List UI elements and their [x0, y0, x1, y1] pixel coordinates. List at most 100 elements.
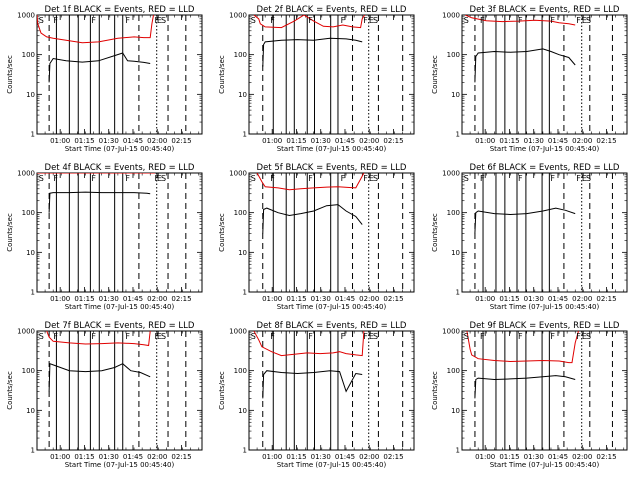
x-tick-label: 02:00 [572, 295, 592, 303]
marker-label: S [586, 332, 591, 341]
x-tick-label: 01:15 [499, 295, 519, 303]
marker-label: F [550, 174, 555, 183]
x-axis-label: Start Time (07-Jul-15 00:45:40) [65, 461, 175, 469]
marker-label: F [576, 174, 581, 183]
x-tick-label: 02:00 [147, 295, 167, 303]
marker-label: F [270, 332, 275, 341]
x-tick-label: 02:00 [147, 453, 167, 461]
marker-label: E [157, 16, 162, 25]
x-tick-label: 01:00 [50, 137, 70, 145]
y-tick-label: 100 [447, 367, 460, 375]
x-tick-label: 01:45 [123, 453, 143, 461]
x-axis-label: Start Time (07-Jul-15 00:45:40) [277, 303, 387, 311]
y-tick-label: 10 [451, 249, 460, 257]
marker-label: S [251, 16, 256, 25]
series-line-lld [253, 15, 366, 29]
x-axis-label: Start Time (07-Jul-15 00:45:40) [277, 461, 387, 469]
x-tick-label: 01:30 [524, 295, 544, 303]
x-tick-label: 02:00 [359, 137, 379, 145]
marker-label: S [373, 16, 378, 25]
plot-frame [36, 172, 203, 293]
plot-frame [248, 14, 415, 135]
x-tick-label: 01:45 [335, 295, 355, 303]
panel-title: Det 1f BLACK = Events, RED = LLD [45, 5, 195, 15]
series-line-events [48, 52, 151, 83]
x-tick-label: 01:00 [475, 295, 495, 303]
y-axis-label: Counts/sec [431, 55, 439, 94]
panel-4: Det 4f BLACK = Events, RED = LLD 1 10 100 10… [6, 163, 203, 311]
series-line-lld [46, 331, 151, 347]
marker-label: E [369, 174, 374, 183]
plot-frame [461, 172, 628, 293]
series-line-lld [37, 15, 154, 44]
marker-label: F [154, 174, 159, 183]
marker-label: E [582, 332, 587, 341]
marker-label: F [91, 16, 96, 25]
marker-label: E [157, 174, 162, 183]
panel-7: Det 7f BLACK = Events, RED = LLD 1 10 100 10… [6, 321, 203, 469]
panel-1: Det 1f BLACK = Events, RED = LLD 1 10 100 10… [6, 5, 203, 153]
x-tick-label: 01:30 [311, 295, 331, 303]
y-tick-label: 1 [456, 131, 460, 139]
panel-8: Det 8f BLACK = Events, RED = LLD 1 10 100 10… [218, 321, 415, 469]
series-line-events [48, 191, 151, 213]
marker-label: F [518, 16, 523, 25]
marker-label: F [480, 332, 485, 341]
y-tick-label: 1000 [17, 12, 35, 20]
y-tick-label: 1000 [229, 328, 247, 336]
panel-title: Det 9f BLACK = Events, RED = LLD [470, 321, 620, 331]
y-tick-label: 100 [234, 367, 247, 375]
y-tick-label: 1 [31, 131, 35, 139]
x-axis-label: Start Time (07-Jul-15 00:45:40) [490, 303, 600, 311]
marker-label: S [464, 332, 469, 341]
x-tick-label: 01:15 [499, 453, 519, 461]
x-tick-label: 02:15 [596, 453, 616, 461]
marker-label: F [341, 332, 346, 341]
y-axis-label: Counts/sec [6, 371, 14, 410]
marker-label: S [464, 174, 469, 183]
x-tick-label: 01:45 [335, 137, 355, 145]
x-axis-label: Start Time (07-Jul-15 00:45:40) [65, 303, 175, 311]
marker-label: S [39, 332, 44, 341]
marker-label: F [308, 16, 313, 25]
y-axis-label: Counts/sec [6, 55, 14, 94]
series-line-lld [253, 331, 365, 357]
marker-label: E [369, 332, 374, 341]
y-tick-label: 100 [234, 209, 247, 217]
marker-label: F [270, 16, 275, 25]
panel-title: Det 8f BLACK = Events, RED = LLD [257, 321, 407, 331]
x-tick-label: 01:00 [50, 295, 70, 303]
marker-label: F [270, 174, 275, 183]
x-tick-label: 01:30 [99, 453, 119, 461]
x-tick-label: 02:15 [171, 295, 191, 303]
series-line-events [262, 370, 363, 399]
plot-area [253, 331, 404, 450]
marker-label: F [518, 174, 523, 183]
x-tick-label: 01:45 [335, 453, 355, 461]
y-axis-label: Counts/sec [431, 213, 439, 252]
panel-title: Det 3f BLACK = Events, RED = LLD [470, 5, 620, 15]
plot-area [465, 15, 613, 134]
x-tick-label: 02:00 [572, 453, 592, 461]
marker-label: S [373, 332, 378, 341]
marker-label: F [308, 174, 313, 183]
marker-label: F [91, 332, 96, 341]
marker-label: F [308, 332, 313, 341]
series-line-events [48, 362, 151, 392]
x-tick-label: 02:15 [171, 137, 191, 145]
x-tick-label: 01:15 [286, 295, 306, 303]
y-axis-label: Counts/sec [6, 213, 14, 252]
y-tick-label: 1000 [442, 170, 460, 178]
x-tick-label: 02:00 [147, 137, 167, 145]
marker-label: F [480, 16, 485, 25]
marker-label: F [53, 16, 58, 25]
x-tick-label: 01:15 [286, 137, 306, 145]
panel-5: Det 5f BLACK = Events, RED = LLD 1 10 100 10… [218, 163, 415, 311]
series-line-lld [466, 331, 579, 364]
x-axis-label: Start Time (07-Jul-15 00:45:40) [65, 145, 175, 153]
panel-title: Det 4f BLACK = Events, RED = LLD [45, 163, 195, 173]
panel-title: Det 6f BLACK = Events, RED = LLD [470, 163, 620, 173]
y-tick-label: 10 [26, 249, 35, 257]
marker-label: E [582, 16, 587, 25]
y-tick-label: 100 [22, 209, 35, 217]
